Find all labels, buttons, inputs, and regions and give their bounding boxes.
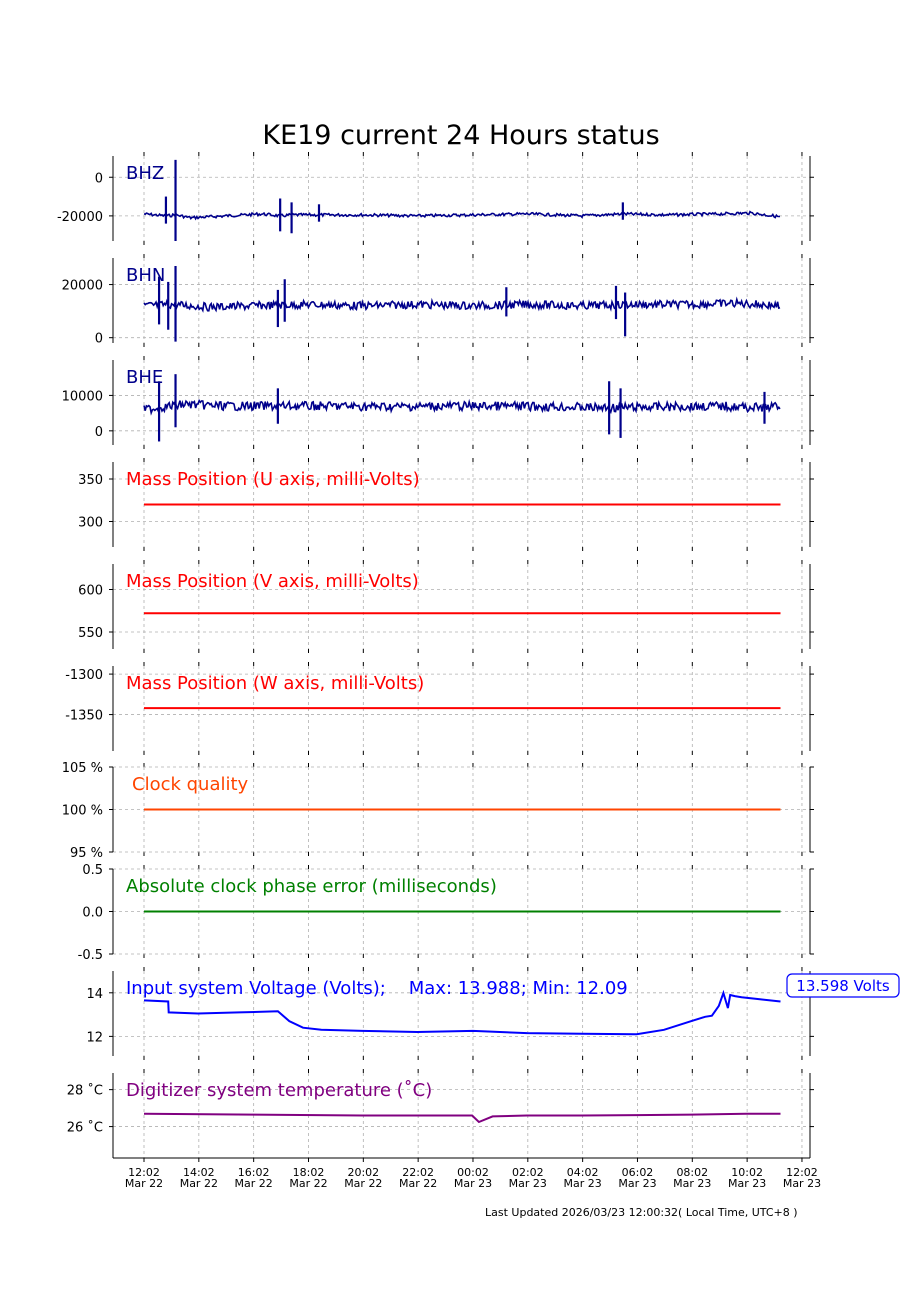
y-tick-label: 95 % [70,846,103,861]
panel-label: Mass Position (W axis, milli-Volts) [126,673,424,694]
x-tick-label-time: 02:02 [512,1166,544,1179]
series-line-bhe [143,398,781,416]
y-tick-label: 0.5 [82,863,103,878]
series-line [143,1112,781,1124]
panel-label: Digitizer system temperature (˚C) [126,1080,432,1101]
panel-label: Absolute clock phase error (milliseconds… [126,876,497,897]
panel-label: BHN [126,265,165,286]
y-tick-label: 350 [78,473,103,488]
y-tick-label: 12 [86,1030,103,1045]
y-tick-label: 0 [95,332,103,347]
y-tick-label: 600 [78,584,103,599]
y-tick-label: 550 [78,626,103,641]
x-tick-label-time: 00:02 [457,1166,489,1179]
x-tick-label-time: 10:02 [731,1166,763,1179]
last-updated-text: Last Updated 2026/03/23 12:00:32( Local … [485,1206,798,1219]
y-tick-label: -0.5 [78,948,103,963]
x-tick-label-time: 22:02 [402,1166,434,1179]
y-tick-label: -20000 [57,210,103,225]
current-voltage-label: 13.598 Volts [796,977,890,995]
x-tick-label-date: Mar 22 [235,1177,273,1190]
y-tick-label: 0 [95,171,103,186]
x-tick-label-date: Mar 23 [564,1177,602,1190]
y-tick-label: 0.0 [82,906,103,921]
y-tick-label: 26 ˚C [67,1120,103,1136]
x-tick-label-time: 20:02 [347,1166,379,1179]
panel-label: Mass Position (U axis, milli-Volts) [126,469,420,490]
series-line-bhn [143,296,781,313]
panel-label: Mass Position (V axis, milli-Volts) [126,571,419,592]
x-tick-label-date: Mar 22 [399,1177,437,1190]
x-tick-label-date: Mar 23 [618,1177,656,1190]
y-tick-label: 10000 [62,389,103,404]
x-tick-label-time: 16:02 [238,1166,270,1179]
x-tick-label-date: Mar 22 [180,1177,218,1190]
x-tick-label-date: Mar 23 [454,1177,492,1190]
panel-label: BHE [126,367,163,388]
y-tick-label: 100 % [62,804,103,819]
x-tick-label-time: 08:02 [676,1166,708,1179]
x-tick-label-date: Mar 23 [728,1177,766,1190]
panel-label: Clock quality [132,774,249,795]
panel-label: Input system Voltage (Volts); Max: 13.98… [126,978,628,999]
x-tick-label-date: Mar 22 [289,1177,327,1190]
x-tick-label-time: 12:02 [786,1166,818,1179]
x-tick-label-date: Mar 23 [673,1177,711,1190]
y-tick-label: 0 [95,425,103,440]
y-tick-label: 14 [86,987,103,1002]
x-tick-label-date: Mar 23 [509,1177,547,1190]
x-tick-label-time: 04:02 [567,1166,599,1179]
y-tick-label: -1350 [65,709,103,724]
x-tick-label-date: Mar 22 [344,1177,382,1190]
panel-label: BHZ [126,163,164,184]
y-tick-label: 20000 [62,279,103,294]
chart-title: KE19 current 24 Hours status [262,120,660,151]
x-tick-label-time: 18:02 [293,1166,325,1179]
series-line [143,989,781,1036]
y-tick-label: -1300 [65,668,103,683]
x-tick-label-time: 12:02 [128,1166,160,1179]
x-tick-label-time: 06:02 [622,1166,654,1179]
series-line-bhz [143,210,781,221]
x-tick-label-date: Mar 23 [783,1177,821,1190]
x-tick-label-date: Mar 22 [125,1177,163,1190]
current-voltage-box [786,973,900,998]
y-tick-label: 28 ˚C [67,1083,103,1099]
y-tick-label: 300 [78,516,103,531]
x-tick-label-time: 14:02 [183,1166,215,1179]
y-tick-label: 105 % [62,761,103,776]
